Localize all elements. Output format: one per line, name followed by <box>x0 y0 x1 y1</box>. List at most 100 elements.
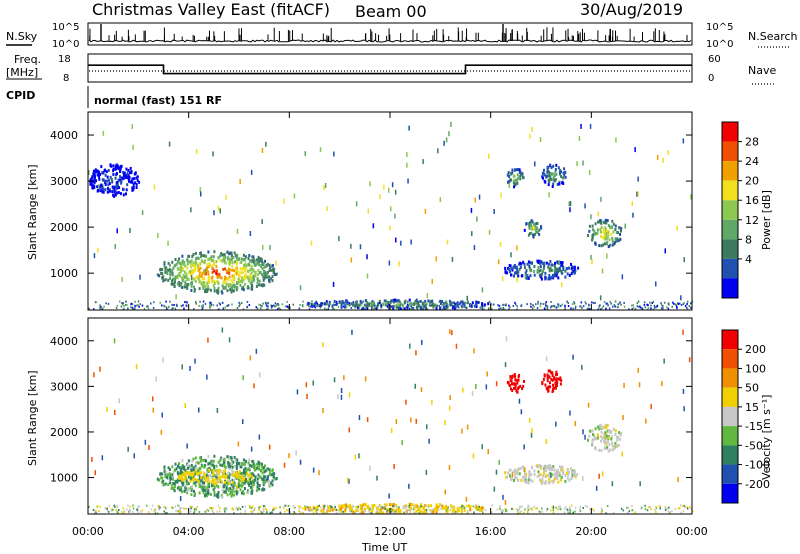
heatmap-cell <box>643 301 646 304</box>
heatmap-cell <box>216 304 218 307</box>
heatmap-cell <box>641 506 643 509</box>
heatmap-cell <box>164 270 167 274</box>
heatmap-cell <box>363 503 366 506</box>
heatmap-cell <box>171 507 174 509</box>
heatmap-cell <box>260 468 263 472</box>
heatmap-cell <box>387 300 389 304</box>
heatmap-cell <box>119 175 122 179</box>
heatmap-cell <box>184 472 187 476</box>
heatmap-cell <box>231 268 234 272</box>
heatmap-cell <box>210 259 213 263</box>
heatmap-cell <box>538 464 541 468</box>
heatmap-cell <box>631 304 633 307</box>
heatmap-cell <box>423 507 426 509</box>
heatmap-cell <box>116 304 119 307</box>
heatmap-cell <box>350 302 353 306</box>
heatmap-cell <box>402 505 405 508</box>
heatmap-cell <box>617 231 620 235</box>
heatmap-cell <box>567 509 569 511</box>
heatmap-cell <box>664 248 666 254</box>
heatmap-cell <box>227 488 230 492</box>
heatmap-cell <box>184 403 186 408</box>
heatmap-cell <box>578 136 581 141</box>
heatmap-cell <box>639 481 641 487</box>
heatmap-cell <box>219 470 222 473</box>
heatmap-cell <box>348 302 351 305</box>
heatmap-cell <box>324 307 326 310</box>
heatmap-cell <box>426 424 428 430</box>
heatmap-cell <box>201 464 204 468</box>
heatmap-cell <box>593 509 595 512</box>
heatmap-cell <box>271 479 274 483</box>
heatmap-cell <box>188 475 190 479</box>
heatmap-cell <box>527 276 530 280</box>
heatmap-cell <box>439 299 442 303</box>
heatmap-cell <box>210 255 213 259</box>
heatmap-cell <box>247 286 250 290</box>
heatmap-cell <box>202 458 205 462</box>
heatmap-cell <box>229 268 232 272</box>
heatmap-cell <box>361 307 363 310</box>
heatmap-cell <box>114 165 117 169</box>
heatmap-cell <box>206 508 208 511</box>
heatmap-cell <box>258 467 261 471</box>
heatmap-cell <box>224 255 227 259</box>
heatmap-cell <box>604 438 607 442</box>
heatmap-cell <box>198 271 201 275</box>
nave-label: Nave <box>748 64 776 77</box>
heatmap-cell <box>501 509 504 511</box>
heatmap-cell <box>178 505 180 508</box>
heatmap-cell <box>528 264 531 268</box>
heatmap-cell <box>667 307 670 310</box>
heatmap-cell <box>135 182 138 186</box>
heatmap-cell <box>433 509 436 512</box>
heatmap-cell <box>425 505 428 507</box>
heatmap-cell <box>469 505 472 508</box>
heatmap-cell <box>530 261 533 265</box>
heatmap-cell <box>229 473 232 476</box>
heatmap-cell <box>647 307 650 309</box>
heatmap-cell <box>306 302 309 306</box>
heatmap-cell <box>520 262 523 266</box>
heatmap-cell <box>559 172 561 176</box>
heatmap-cell <box>212 488 215 492</box>
heatmap-cell <box>596 231 599 235</box>
heatmap-cell <box>162 483 165 486</box>
heatmap-cell <box>526 506 529 509</box>
heatmap-cell <box>481 444 483 450</box>
heatmap-cell <box>169 272 172 276</box>
heatmap-cell <box>125 188 128 192</box>
heatmap-cell <box>203 261 206 265</box>
heatmap-cell <box>123 305 125 308</box>
heatmap-cell <box>481 287 484 293</box>
heatmap-cell <box>392 304 395 308</box>
heatmap-cell <box>588 434 591 438</box>
heatmap-cell <box>527 508 530 511</box>
heatmap-cell <box>559 304 562 307</box>
heatmap-cell <box>177 273 180 277</box>
heatmap-cell <box>102 190 105 194</box>
colorbar-swatch <box>722 445 738 465</box>
heatmap-cell <box>197 277 200 281</box>
heatmap-cell <box>349 510 351 513</box>
heatmap-cell <box>326 206 328 212</box>
colorbar-tick-label: 20 <box>745 175 759 188</box>
heatmap-cell <box>626 512 629 514</box>
heatmap-cell <box>272 508 274 511</box>
heatmap-cell <box>500 192 502 198</box>
heatmap-cell <box>390 299 393 303</box>
heatmap-cell <box>301 507 304 510</box>
heatmap-cell <box>269 266 272 270</box>
heatmap-cell <box>361 504 364 508</box>
heatmap-cell <box>179 274 181 278</box>
heatmap-cell <box>185 304 187 307</box>
heatmap-cell <box>97 169 100 173</box>
heatmap-cell <box>190 264 193 268</box>
heatmap-cell <box>184 280 187 284</box>
heatmap-cell <box>498 307 500 310</box>
heatmap-cell <box>656 154 659 160</box>
heatmap-cell <box>239 303 241 306</box>
heatmap-cell <box>293 511 295 514</box>
heatmap-cell <box>576 161 578 167</box>
heatmap-cell <box>116 165 119 169</box>
